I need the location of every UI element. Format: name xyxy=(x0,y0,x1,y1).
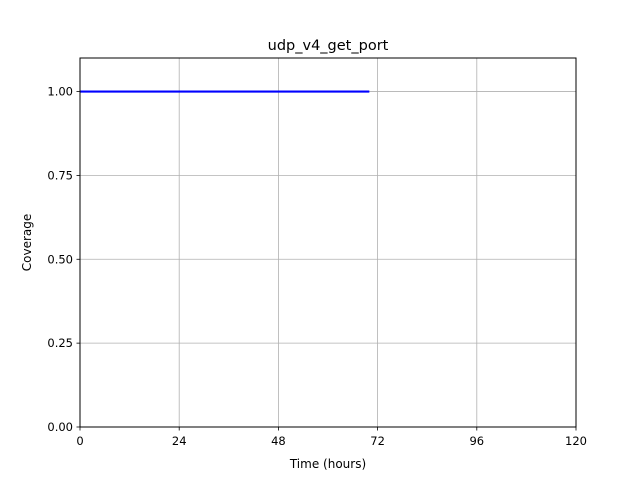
y-tick-label: 0.75 xyxy=(47,168,73,182)
y-tick-label: 0.25 xyxy=(47,336,73,350)
x-tick-label: 72 xyxy=(370,434,385,448)
y-tick-label: 1.00 xyxy=(47,85,73,99)
y-axis-ticks: 0.00 0.25 0.50 0.75 1.00 xyxy=(47,85,80,434)
chart-title: udp_v4_get_port xyxy=(268,38,389,54)
y-tick-label: 0.00 xyxy=(47,420,73,434)
x-tick-label: 48 xyxy=(271,434,286,448)
x-axis-label: Time (hours) xyxy=(289,457,366,471)
x-tick-label: 0 xyxy=(76,434,83,448)
plot-frame xyxy=(79,57,577,428)
x-tick-label: 96 xyxy=(469,434,484,448)
x-axis-ticks: 0 24 48 72 96 120 xyxy=(76,427,587,448)
x-tick-label: 24 xyxy=(172,434,187,448)
y-tick-label: 0.50 xyxy=(47,252,73,266)
y-axis-label: Coverage xyxy=(20,214,34,272)
x-tick-label: 120 xyxy=(565,434,587,448)
